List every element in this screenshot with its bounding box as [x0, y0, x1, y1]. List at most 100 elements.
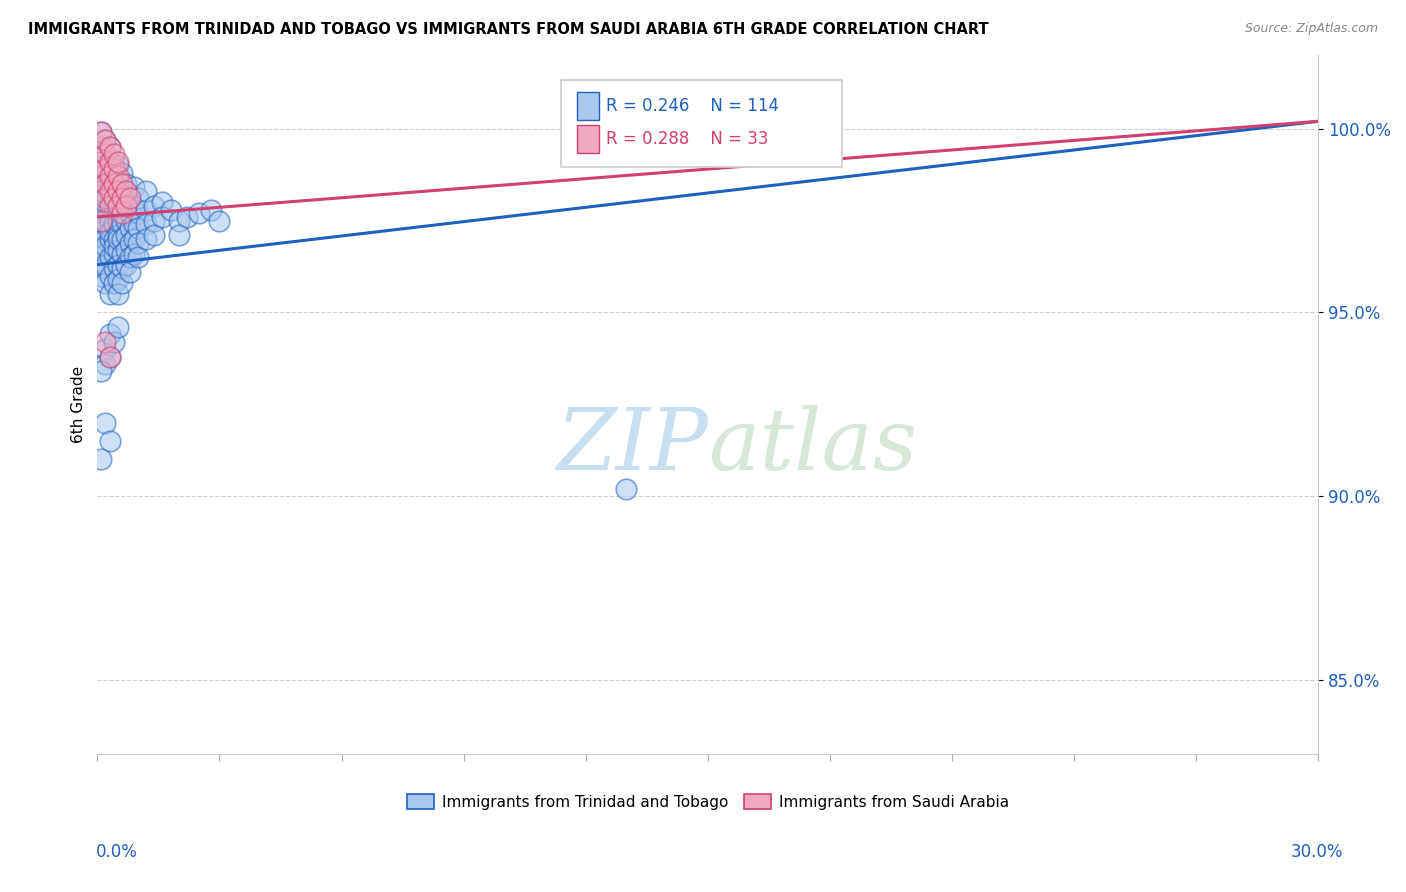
- Point: [90, 452, 112, 467]
- Point: [94, 416, 117, 430]
- Point: [111, 177, 134, 191]
- Point: [115, 228, 138, 243]
- Point: [107, 154, 129, 169]
- Point: [94, 258, 117, 272]
- Point: [94, 177, 117, 191]
- Point: [135, 217, 157, 231]
- Point: [115, 243, 138, 257]
- Point: [107, 258, 129, 272]
- Point: [94, 232, 117, 246]
- Point: [111, 184, 134, 198]
- Point: [111, 166, 134, 180]
- Text: R = 0.288    N = 33: R = 0.288 N = 33: [606, 130, 769, 148]
- Point: [98, 250, 121, 264]
- Point: [127, 206, 149, 220]
- Point: [98, 350, 121, 364]
- Point: [98, 154, 121, 169]
- Point: [98, 195, 121, 210]
- Point: [188, 206, 211, 220]
- Text: 0.0%: 0.0%: [96, 843, 138, 861]
- Point: [115, 213, 138, 227]
- Point: [122, 246, 145, 260]
- Point: [127, 220, 149, 235]
- Point: [94, 202, 117, 217]
- Point: [98, 225, 121, 239]
- Point: [115, 195, 138, 210]
- Point: [107, 287, 129, 301]
- Point: [118, 220, 141, 235]
- Point: [107, 177, 129, 191]
- Point: [103, 217, 125, 231]
- Point: [90, 140, 112, 154]
- Point: [94, 195, 117, 210]
- Point: [90, 364, 112, 378]
- Text: IMMIGRANTS FROM TRINIDAD AND TOBAGO VS IMMIGRANTS FROM SAUDI ARABIA 6TH GRADE CO: IMMIGRANTS FROM TRINIDAD AND TOBAGO VS I…: [28, 22, 988, 37]
- Point: [122, 180, 145, 194]
- Point: [98, 268, 121, 283]
- Point: [98, 287, 121, 301]
- Point: [103, 246, 125, 260]
- Point: [90, 140, 112, 154]
- Point: [94, 357, 117, 371]
- Point: [107, 232, 129, 246]
- Point: [98, 199, 121, 213]
- Point: [94, 133, 117, 147]
- Point: [98, 350, 121, 364]
- Point: [90, 125, 112, 139]
- Point: [143, 213, 166, 227]
- Point: [103, 162, 125, 177]
- Point: [90, 254, 112, 268]
- Point: [111, 206, 134, 220]
- Point: [94, 147, 117, 161]
- Point: [122, 202, 145, 217]
- Point: [167, 228, 190, 243]
- Point: [94, 177, 117, 191]
- Point: [122, 217, 145, 231]
- Point: [103, 232, 125, 246]
- Point: [111, 276, 134, 290]
- Point: [90, 213, 112, 227]
- Point: [103, 147, 125, 161]
- Point: [135, 232, 157, 246]
- Point: [94, 276, 117, 290]
- Point: [118, 250, 141, 264]
- Point: [152, 195, 174, 210]
- Point: [135, 202, 157, 217]
- Text: atlas: atlas: [707, 405, 917, 488]
- Point: [94, 342, 117, 356]
- Point: [200, 202, 222, 217]
- Point: [127, 250, 149, 264]
- Point: [111, 192, 134, 206]
- Point: [103, 202, 125, 217]
- Point: [115, 258, 138, 272]
- Point: [94, 261, 117, 276]
- Point: [616, 482, 638, 496]
- Point: [94, 192, 117, 206]
- Point: [103, 239, 125, 253]
- Point: [118, 187, 141, 202]
- Point: [115, 184, 138, 198]
- Point: [98, 140, 121, 154]
- Point: [98, 434, 121, 448]
- Point: [94, 162, 117, 177]
- Point: [90, 268, 112, 283]
- Point: [90, 225, 112, 239]
- Point: [107, 228, 129, 243]
- Y-axis label: 6th Grade: 6th Grade: [72, 366, 86, 443]
- Point: [107, 169, 129, 184]
- Point: [103, 334, 125, 349]
- Point: [135, 184, 157, 198]
- Point: [90, 154, 112, 169]
- Point: [94, 334, 117, 349]
- Point: [98, 184, 121, 198]
- Text: 30.0%: 30.0%: [1291, 843, 1343, 861]
- Point: [94, 239, 117, 253]
- Point: [107, 195, 129, 210]
- Text: ZIP: ZIP: [555, 405, 707, 488]
- Point: [107, 243, 129, 257]
- Point: [103, 195, 125, 210]
- Point: [107, 213, 129, 227]
- Point: [103, 177, 125, 191]
- Point: [167, 213, 190, 227]
- Point: [90, 184, 112, 198]
